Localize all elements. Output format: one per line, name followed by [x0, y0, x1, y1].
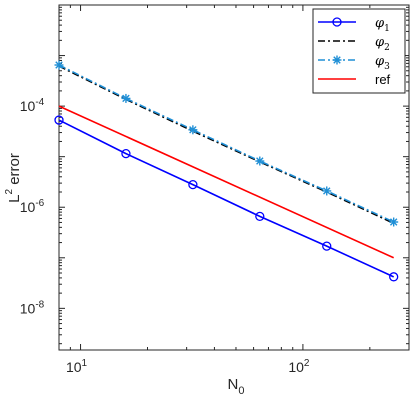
data-point — [332, 55, 342, 65]
data-point — [255, 211, 265, 222]
data-point — [389, 272, 399, 282]
legend-label: φ2 — [375, 35, 390, 53]
legend-label: ref — [375, 72, 391, 87]
data-point — [121, 93, 131, 103]
x-axis-label: N0 — [228, 376, 245, 397]
legend-item: φ1 — [318, 16, 390, 34]
legend-item: φ2 — [318, 35, 390, 53]
axis-ticks — [58, 4, 410, 350]
data-point — [389, 217, 399, 227]
legend-label: φ3 — [375, 54, 390, 72]
series-3 — [54, 60, 399, 227]
data-point — [322, 241, 332, 251]
data-point — [188, 125, 198, 135]
data-point — [332, 17, 342, 27]
data-point — [121, 148, 131, 159]
y-tick-label: 10-4 — [20, 97, 45, 114]
legend-item: φ3 — [318, 54, 390, 72]
series-2 — [58, 65, 395, 225]
series-line — [58, 65, 395, 225]
data-point — [54, 115, 64, 125]
series-4 — [58, 105, 395, 259]
data-point — [255, 156, 265, 166]
y-tick-label: 10-8 — [20, 299, 45, 316]
data-point — [322, 186, 332, 196]
x-tick-label: 102 — [288, 358, 310, 375]
x-tick-label: 101 — [66, 358, 88, 375]
y-axis-label: L2 error — [4, 153, 23, 203]
data-point — [188, 179, 198, 190]
legend-item: ref — [318, 72, 391, 87]
y-tick-label: 10-6 — [20, 198, 45, 215]
series-line — [58, 64, 395, 223]
data-point — [54, 60, 64, 70]
legend-label: φ1 — [375, 16, 390, 34]
tick-labels: 101 102 10-8 10-6 10-4 — [20, 97, 310, 375]
series-line — [58, 105, 395, 259]
series-1 — [54, 115, 399, 282]
series-layer — [54, 60, 399, 282]
series-line — [58, 119, 395, 278]
